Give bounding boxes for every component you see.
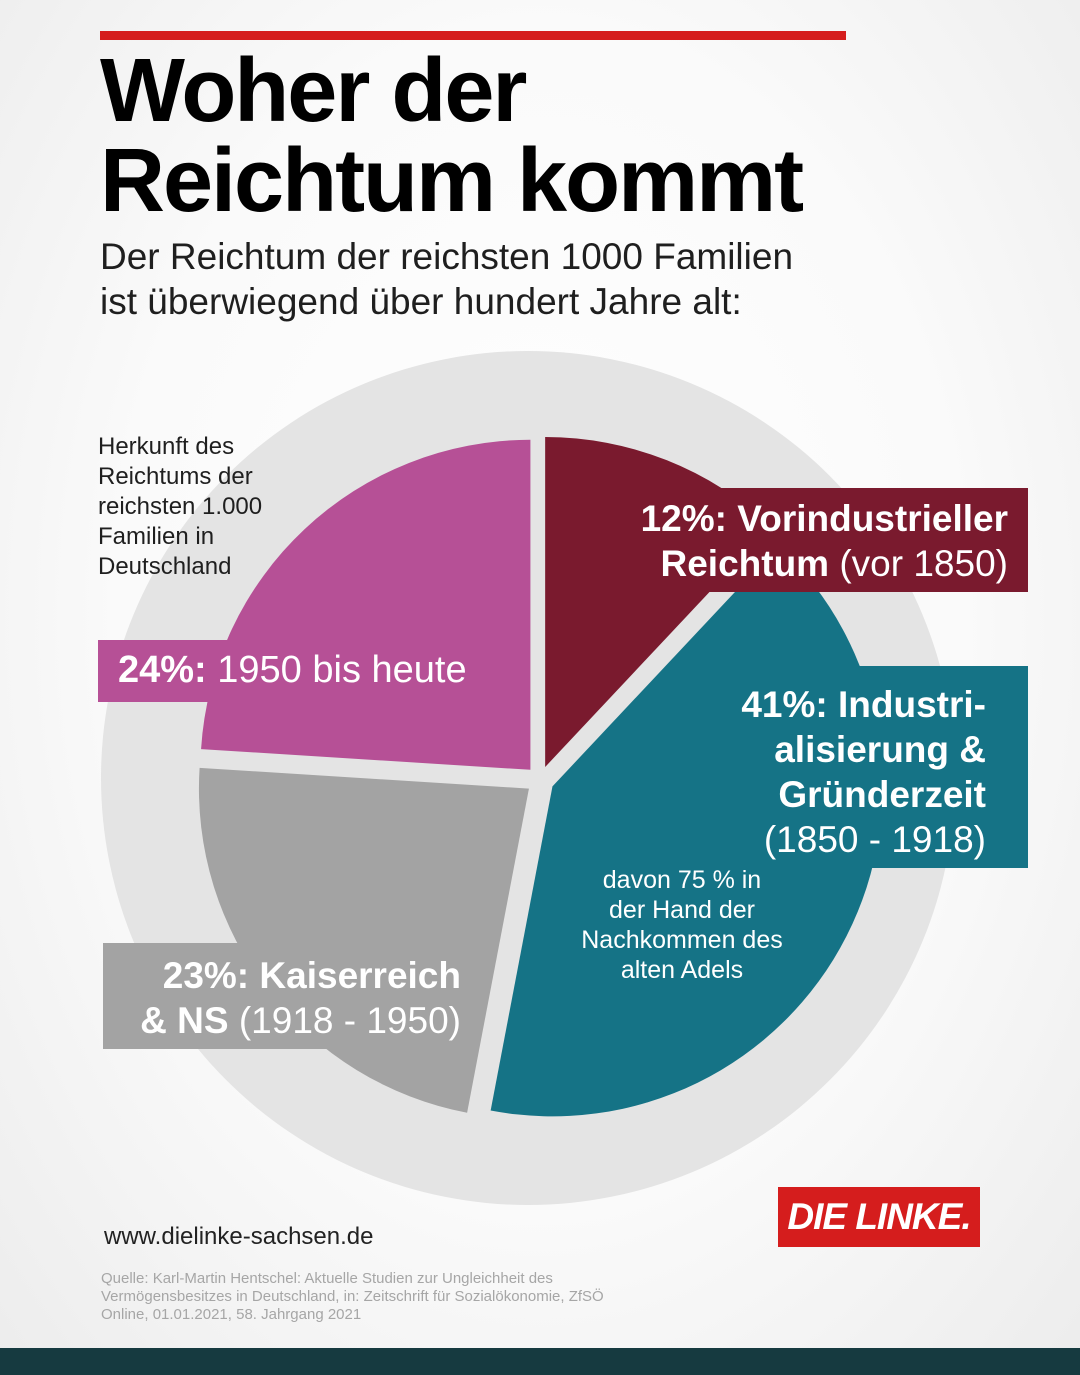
slice-name-kaiserreich: Kaiserreich xyxy=(259,955,461,996)
slice-name-industrialisierung-3: Gründerzeit xyxy=(778,774,986,815)
slice-percent-heute: 24%: xyxy=(118,649,207,691)
die-linke-logo[interactable]: DIE LINKE. xyxy=(778,1187,980,1247)
slice-name-kaiserreich-2: & NS xyxy=(140,1000,229,1041)
subtitle-line-2: ist überwiegend über hundert Jahre alt: xyxy=(100,281,742,322)
title-line-1: Woher der xyxy=(100,41,527,141)
slice-label-kaiserreich-line-2: & NS (1918 - 1950) xyxy=(103,998,461,1043)
chart-title-line-1: Herkunft des xyxy=(98,433,235,460)
chart-title-line-4: Familien in xyxy=(98,523,215,550)
slice-note-industrialisierung: davon 75 % in der Hand der Nachkommen de… xyxy=(560,865,804,985)
title-line-2: Reichtum kommt xyxy=(100,131,804,231)
slice-period-heute: 1950 bis heute xyxy=(217,649,467,691)
slice-percent-vorindustriell: 12%: xyxy=(640,498,727,539)
slice-label-vorindustriell-line-1: 12%: Vorindustrieller xyxy=(548,496,1008,541)
subtitle-line-1: Der Reichtum der reichsten 1000 Familien xyxy=(100,236,794,277)
note-line-2: der Hand der xyxy=(609,896,755,924)
top-accent-rule xyxy=(100,31,846,40)
note-line-3: Nachkommen des xyxy=(581,926,783,954)
slice-name-industrialisierung: Industri- xyxy=(838,684,986,725)
source-line-3: Online, 01.01.2021, 58. Jahrgang 2021 xyxy=(101,1306,362,1323)
slice-period-kaiserreich: (1918 - 1950) xyxy=(238,1000,461,1041)
chart-title: Herkunft des Reichtums der reichsten 1.0… xyxy=(98,432,328,582)
slice-label-vorindustriell-line-2: Reichtum (vor 1850) xyxy=(548,541,1009,586)
chart-title-line-3: reichsten 1.000 xyxy=(98,493,263,520)
slice-period-vorindustriell: (vor 1850) xyxy=(839,543,1008,584)
source-citation: Quelle: Karl-Martin Hentschel: Aktuelle … xyxy=(101,1270,701,1324)
source-line-1: Quelle: Karl-Martin Hentschel: Aktuelle … xyxy=(101,1270,553,1287)
slice-percent-industrialisierung: 41%: xyxy=(741,684,828,725)
chart-title-line-2: Reichtums der xyxy=(98,463,253,490)
note-line-4: alten Adels xyxy=(620,956,744,984)
slice-label-industrialisierung-line-1: 41%: Industri- xyxy=(690,682,986,727)
footer-bar xyxy=(0,1348,1080,1375)
slice-label-kaiserreich: 23%: Kaiserreich & NS (1918 - 1950) xyxy=(103,943,477,1049)
page-subtitle: Der Reichtum der reichsten 1000 Familien… xyxy=(100,234,900,324)
slice-name-industrialisierung-2: alisierung & xyxy=(774,729,986,770)
slice-label-heute: 24%: 1950 bis heute xyxy=(98,640,530,702)
slice-label-vorindustriell: 12%: Vorindustrieller Reichtum (vor 1850… xyxy=(548,488,1028,592)
chart-title-line-5: Deutschland xyxy=(98,553,232,580)
slice-label-industrialisierung-line-3: Gründerzeit xyxy=(690,772,986,817)
source-line-2: Vermögensbesitzes in Deutschland, in: Ze… xyxy=(101,1288,604,1305)
website-link[interactable]: www.dielinke-sachsen.de xyxy=(104,1223,374,1250)
slice-period-industrialisierung: (1850 - 1918) xyxy=(763,819,986,860)
note-line-1: davon 75 % in xyxy=(602,866,762,894)
slice-name-vorindustriell: Vorindustrieller xyxy=(737,498,1008,539)
slice-label-kaiserreich-line-1: 23%: Kaiserreich xyxy=(103,953,461,998)
slice-label-industrialisierung: 41%: Industri- alisierung & Gründerzeit … xyxy=(690,666,1028,868)
page-title: Woher der Reichtum kommt xyxy=(100,46,900,226)
slice-name-vorindustriell-2: Reichtum xyxy=(660,543,830,584)
slice-percent-kaiserreich: 23%: xyxy=(162,955,250,996)
slice-label-industrialisierung-line-2: alisierung & xyxy=(690,727,986,772)
